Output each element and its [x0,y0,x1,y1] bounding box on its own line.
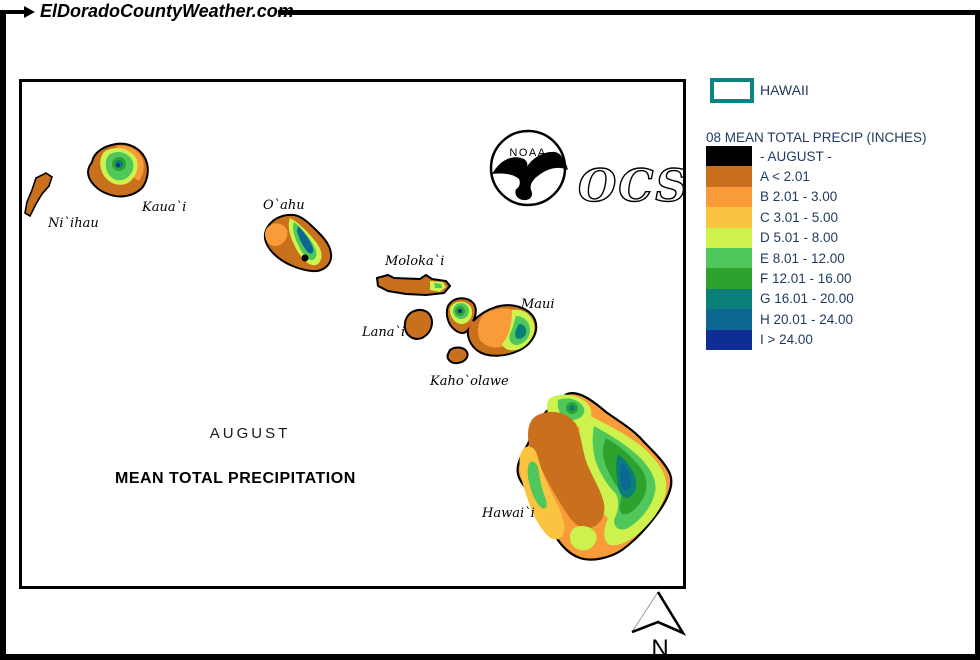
island-label-kahoolawe: Kaho`olawe [429,374,509,389]
legend-swatch [706,207,752,228]
island-kauai [86,142,149,198]
island-label-niihau: Ni`ihau [47,216,99,231]
island-kahoolawe [446,346,469,365]
legend-swatch [706,329,752,350]
legend-class-label: A < 2.01 [760,169,810,185]
island-label-hawaii: Hawai`i [481,506,535,521]
north-label: N [651,635,668,660]
island-molokai [375,273,452,297]
legend-class-label: - AUGUST - [760,148,832,164]
legend-row: - AUGUST - [706,146,854,167]
hawaii-precip-map: NOAA OCS Ni`ihau Kaua`i O`ahu Moloka`i L… [19,79,686,589]
island-niihau [24,172,53,218]
island-label-lanai: Lana`i [361,325,405,340]
legend-row: I > 24.00 [706,329,854,350]
legend-class-label: I > 24.00 [760,332,813,348]
month-label: AUGUST [209,425,291,442]
island-oahu [263,213,333,273]
legend-row: A < 2.01 [706,166,854,187]
north-arrow: N [631,591,687,660]
legend-swatch [706,309,752,330]
island-hawaii [516,392,673,561]
header-rule [278,10,980,15]
island-lanai [403,308,433,340]
legend-swatch [706,288,752,310]
site-name-link[interactable]: ElDoradoCountyWeather.com [40,1,294,21]
legend-swatch [706,166,752,187]
legend-swatch [706,186,752,208]
hawaii-region-label: HAWAII [760,82,809,98]
map-title: MEAN TOTAL PRECIPITATION [115,470,356,487]
legend-rows: - AUGUST - A < 2.01 B 2.01 - 3.00 C 3.01… [706,146,854,350]
legend-row: E 8.01 - 12.00 [706,247,854,269]
legend-swatch [706,146,752,167]
legend-row: F 12.01 - 16.00 [706,268,854,289]
island-label-oahu: O`ahu [263,198,305,213]
noaa-logo: NOAA [489,129,568,207]
islands-graphic: NOAA OCS Ni`ihau Kaua`i O`ahu Moloka`i L… [24,129,683,561]
legend-class-label: D 5.01 - 8.00 [760,230,839,246]
legend-class-label: F 12.01 - 16.00 [760,271,852,287]
island-label-molokai: Moloka`i [384,254,444,269]
noaa-bird-icon [492,151,568,201]
legend-swatch [706,227,752,248]
right-arrow-icon [24,6,35,18]
legend-row: B 2.01 - 3.00 [706,186,854,208]
page-border-right [975,10,980,660]
legend-swatch [706,247,752,269]
hawaii-region-swatch [710,78,754,103]
legend-class-label: G 16.01 - 20.00 [760,291,854,307]
island-label-kauai: Kaua`i [141,200,186,215]
legend-row: D 5.01 - 8.00 [706,227,854,248]
legend-row: C 3.01 - 5.00 [706,207,854,228]
page-border-left [0,10,6,660]
legend-class-label: H 20.01 - 24.00 [760,311,854,327]
header-line-stub [0,10,24,14]
legend-class-label: B 2.01 - 3.00 [760,189,838,205]
page-border-bottom [0,654,980,660]
island-maui [445,297,538,357]
legend-title: 08 MEAN TOTAL PRECIP (INCHES) [706,130,927,145]
island-label-maui: Maui [520,297,555,312]
ocs-logo-text: OCS [578,161,683,212]
legend-class-label: E 8.01 - 12.00 [760,250,845,266]
noaa-logo-text: NOAA [509,147,546,159]
legend-row: G 16.01 - 20.00 [706,288,854,310]
legend-row: H 20.01 - 24.00 [706,309,854,330]
legend-class-label: C 3.01 - 5.00 [760,209,839,225]
legend-swatch [706,268,752,289]
